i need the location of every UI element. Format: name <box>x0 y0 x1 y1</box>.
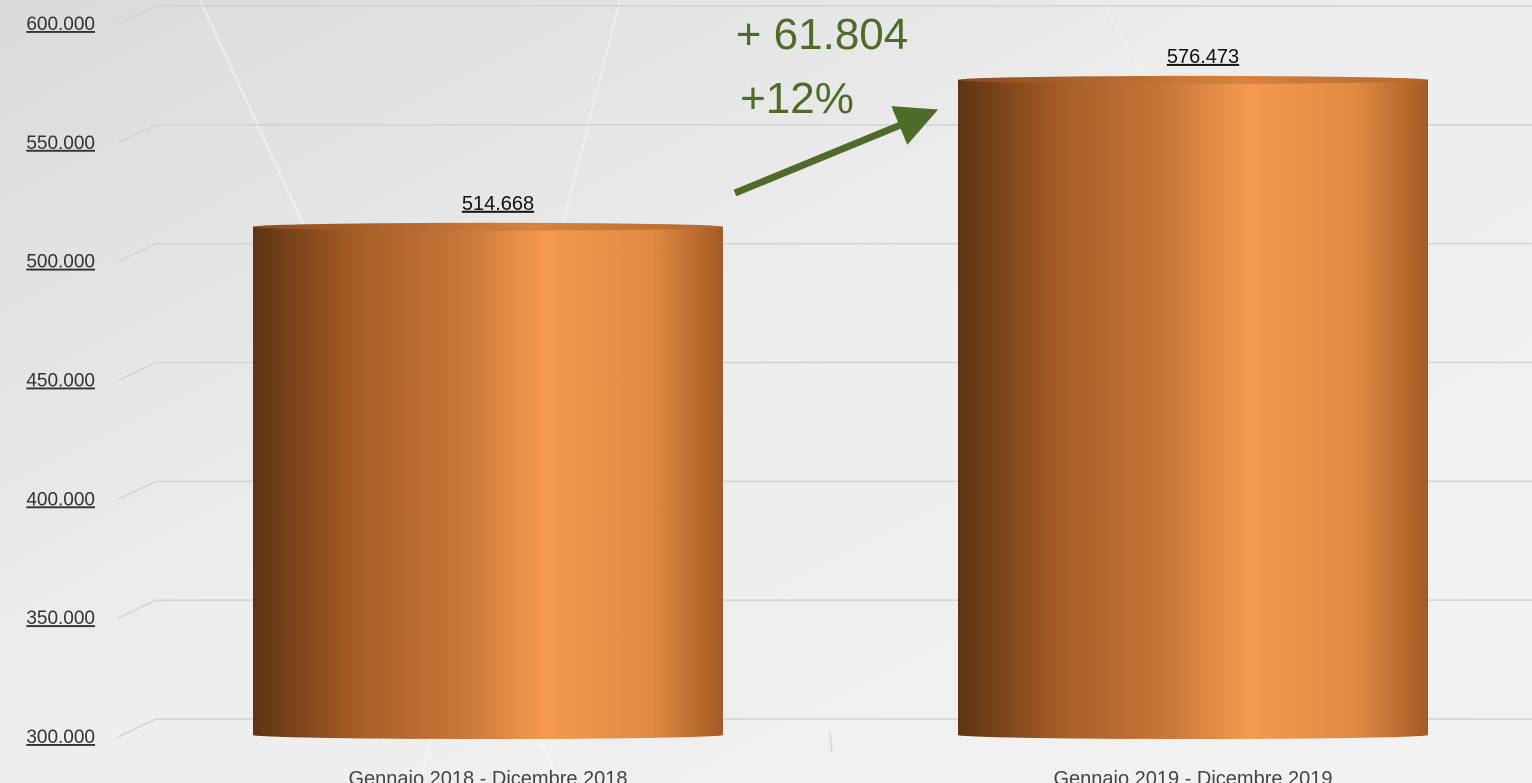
y-tick-label: 500.000 <box>26 252 95 273</box>
percent-annotation: +12% <box>740 74 854 123</box>
value-labels: 514.668 576.473 <box>462 46 1239 215</box>
x-axis-category-label: Gennaio 2019 - Dicembre 2019 <box>1053 768 1332 783</box>
bar-top <box>958 75 1428 84</box>
difference-annotation: + 61.804 <box>736 10 909 59</box>
y-tick-label: 600.000 <box>26 14 95 35</box>
bar <box>253 226 723 739</box>
gridline <box>117 5 1532 25</box>
bar-value-label: 514.668 <box>462 193 534 215</box>
bars <box>253 75 1428 740</box>
y-tick-label: 550.000 <box>26 133 95 154</box>
y-axis-ticks: 300.000 350.000 400.000 450.000 500.000 550.0… <box>26 14 95 748</box>
y-tick-label: 450.000 <box>26 371 95 392</box>
floor-divider <box>829 732 833 753</box>
bar <box>958 79 1428 740</box>
growth-annotation: + 61.804 +12% <box>733 10 939 197</box>
bar-value-label: 576.473 <box>1167 46 1239 68</box>
bar-top <box>253 222 723 231</box>
x-axis-category-label: Gennaio 2018 - Dicembre 2018 <box>348 768 627 783</box>
growth-arrow <box>733 106 939 197</box>
x-axis-labels: Gennaio 2018 - Dicembre 2018 Gennaio 2019… <box>348 768 1332 783</box>
y-tick-label: 300.000 <box>26 727 95 748</box>
y-tick-label: 350.000 <box>26 608 95 629</box>
y-tick-label: 400.000 <box>26 489 95 510</box>
